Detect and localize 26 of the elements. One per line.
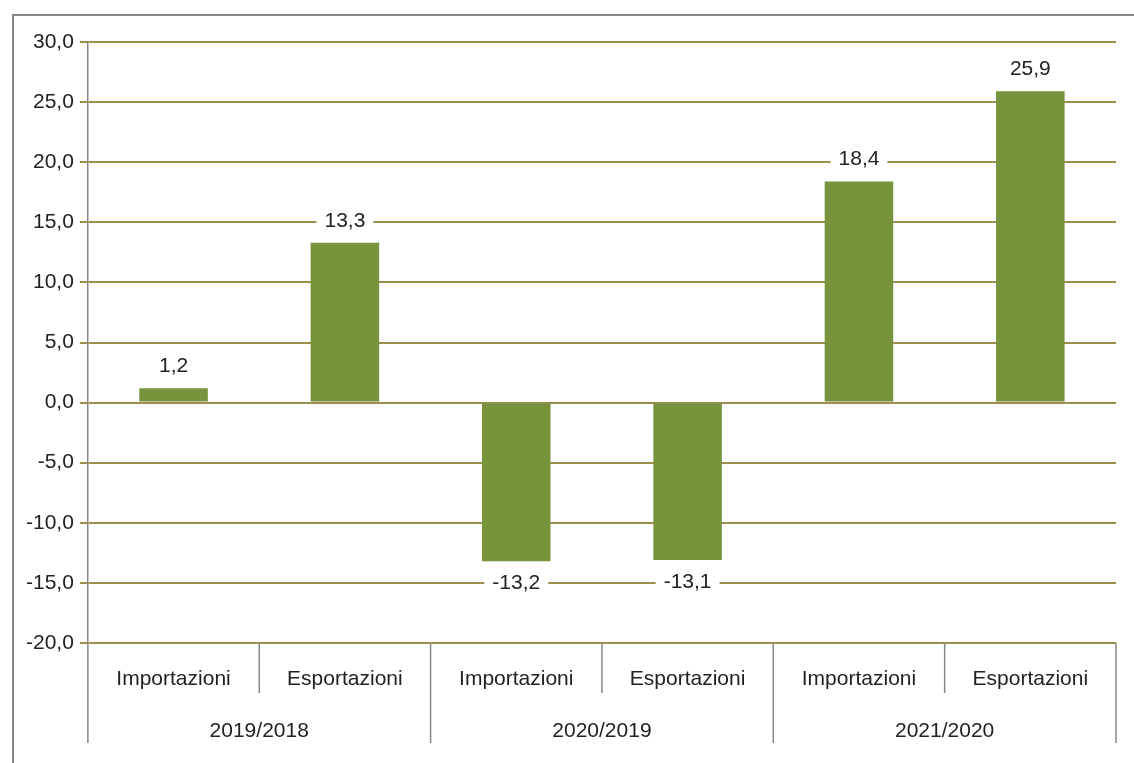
- y-tick-label: 30,0: [32, 28, 74, 52]
- data-label: 13,3: [324, 207, 366, 231]
- data-label: 25,9: [1009, 56, 1051, 80]
- text: 2019/2018: [209, 717, 309, 741]
- data-label: 18,4: [838, 146, 880, 170]
- y-tick-label: 10,0: [32, 269, 74, 293]
- text: 2020/2019: [552, 717, 652, 741]
- y-tick-label: -10,0: [25, 509, 74, 533]
- y-tick-label: 25,0: [32, 88, 74, 112]
- y-tick-label: -20,0: [25, 629, 74, 653]
- y-tick-label: 0,0: [44, 389, 74, 413]
- x-tick-label: Esportazioni: [972, 666, 1089, 690]
- y-tick-label: 5,0: [44, 329, 74, 353]
- text: 2021/2020: [895, 717, 995, 741]
- y-tick-label: -5,0: [37, 449, 74, 473]
- x-tick-label: Importazioni: [801, 666, 917, 690]
- x-tick-label: Esportazioni: [287, 666, 403, 690]
- x-tick-label: Importazioni: [116, 666, 231, 690]
- data-label: -13,2: [492, 570, 541, 594]
- x-tick-label: Importazioni: [459, 666, 574, 690]
- y-tick-label: 15,0: [32, 209, 74, 233]
- data-label: 1,2: [158, 352, 189, 376]
- x-tick-label: Esportazioni: [629, 666, 746, 690]
- y-tick-label: -15,0: [25, 569, 74, 593]
- data-label: -13,1: [663, 568, 712, 592]
- y-tick-label: 20,0: [32, 149, 74, 172]
